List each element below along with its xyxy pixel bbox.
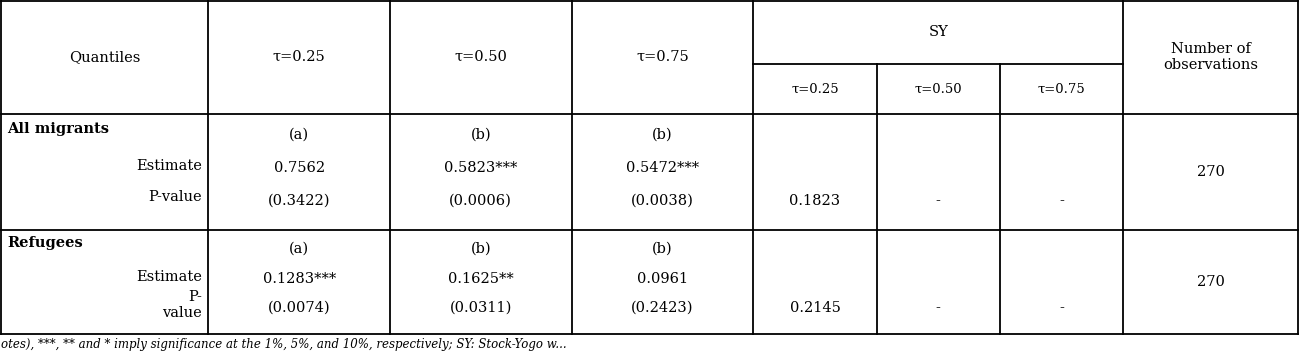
Text: 0.2145: 0.2145 bbox=[790, 301, 840, 315]
Text: (b): (b) bbox=[470, 242, 491, 256]
Text: (0.2423): (0.2423) bbox=[631, 301, 694, 315]
Text: -: - bbox=[1059, 194, 1064, 208]
Text: All migrants: All migrants bbox=[8, 122, 109, 136]
Text: -: - bbox=[935, 194, 940, 208]
Text: τ=0.25: τ=0.25 bbox=[791, 82, 839, 95]
Text: Quantiles: Quantiles bbox=[69, 50, 140, 64]
Text: (a): (a) bbox=[290, 127, 309, 142]
Text: 0.1625**: 0.1625** bbox=[448, 272, 513, 286]
Text: 0.1283***: 0.1283*** bbox=[262, 272, 335, 286]
Text: (a): (a) bbox=[290, 242, 309, 256]
Text: SY: SY bbox=[929, 25, 948, 39]
Text: (0.0006): (0.0006) bbox=[449, 194, 512, 208]
Text: Number of
observations: Number of observations bbox=[1163, 42, 1259, 72]
Text: τ=0.75: τ=0.75 bbox=[1038, 82, 1086, 95]
Text: -: - bbox=[1059, 301, 1064, 315]
Text: (b): (b) bbox=[652, 127, 673, 142]
Text: (0.3422): (0.3422) bbox=[268, 194, 330, 208]
Text: Refugees: Refugees bbox=[8, 236, 83, 250]
Text: 270: 270 bbox=[1196, 275, 1225, 289]
Text: 0.5472***: 0.5472*** bbox=[626, 161, 699, 175]
Text: 0.5823***: 0.5823*** bbox=[444, 161, 517, 175]
Text: Estimate: Estimate bbox=[136, 159, 201, 173]
Text: -: - bbox=[935, 301, 940, 315]
Text: (0.0038): (0.0038) bbox=[631, 194, 694, 208]
Text: (0.0074): (0.0074) bbox=[268, 301, 330, 315]
Text: 0.0961: 0.0961 bbox=[637, 272, 688, 286]
Text: Estimate: Estimate bbox=[136, 270, 201, 284]
Text: (0.0311): (0.0311) bbox=[449, 301, 512, 315]
Text: 0.7562: 0.7562 bbox=[274, 161, 325, 175]
Text: τ=0.75: τ=0.75 bbox=[637, 50, 688, 64]
Text: 270: 270 bbox=[1196, 165, 1225, 179]
Text: τ=0.25: τ=0.25 bbox=[273, 50, 326, 64]
Text: P-value: P-value bbox=[148, 190, 201, 204]
Text: (b): (b) bbox=[470, 127, 491, 142]
Text: otes), ***, ** and * imply significance at the 1%, 5%, and 10%, respectively; SY: otes), ***, ** and * imply significance … bbox=[1, 338, 566, 351]
Text: τ=0.50: τ=0.50 bbox=[455, 50, 507, 64]
Text: (b): (b) bbox=[652, 242, 673, 256]
Text: 0.1823: 0.1823 bbox=[790, 194, 840, 208]
Text: τ=0.50: τ=0.50 bbox=[914, 82, 963, 95]
Text: P-
value: P- value bbox=[162, 290, 201, 320]
